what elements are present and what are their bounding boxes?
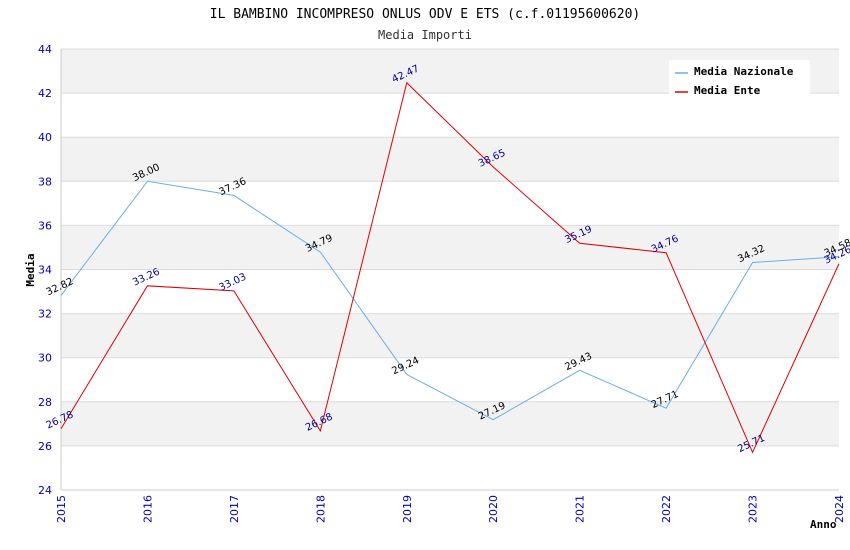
legend-label-media-ente: Media Ente [694,84,761,97]
x-tick-label: 2015 [55,495,68,523]
plot-band [61,357,839,402]
x-tick-label: 2018 [314,495,327,523]
plot-band [61,445,839,490]
plot-band [61,269,839,314]
y-tick-label: 42 [38,87,52,100]
series-lines [60,81,840,454]
legend: Media Nazionale Media Ente [669,60,810,98]
y-tick-label: 34 [38,264,52,277]
x-axis-ticks: 2015 2016 2017 2018 2019 2020 2021 2022 2023 2024 [55,495,846,523]
y-axis-ticks: 24 26 28 30 32 34 36 38 40 42 44 [38,43,52,497]
plot-band [61,401,839,446]
plot-band [61,225,839,270]
x-tick-label: 2016 [141,495,154,523]
x-tick-label: 2024 [833,495,846,523]
plot-band [61,137,839,182]
legend-box [669,60,810,98]
x-tick-label: 2023 [747,495,760,523]
series-line-media-ente [60,81,840,454]
chart-subtitle: Media Importi [378,28,472,42]
y-tick-label: 44 [38,43,52,56]
x-tick-label: 2017 [228,495,241,523]
x-axis-label: Anno [810,518,837,531]
plot-band [61,93,839,138]
y-axis-label: Media [24,253,37,286]
chart-title: IL BAMBINO INCOMPRESO ONLUS ODV E ETS (c… [210,7,640,22]
y-tick-label: 24 [38,484,52,497]
y-tick-label: 40 [38,131,52,144]
y-tick-label: 26 [38,440,52,453]
plot-band [61,181,839,226]
x-tick-label: 2020 [487,495,500,523]
y-tick-label: 32 [38,308,52,321]
y-tick-label: 38 [38,175,52,188]
y-tick-label: 30 [38,352,52,365]
x-tick-label: 2019 [401,495,414,523]
x-tick-label: 2022 [660,495,673,523]
legend-label-media-nazionale: Media Nazionale [694,65,794,78]
plot-background [61,49,839,490]
series-line-media-nazionale [60,180,840,421]
plot-band [61,313,839,358]
y-tick-label: 28 [38,396,52,409]
y-tick-label: 36 [38,219,52,232]
x-tick-label: 2021 [574,495,587,523]
